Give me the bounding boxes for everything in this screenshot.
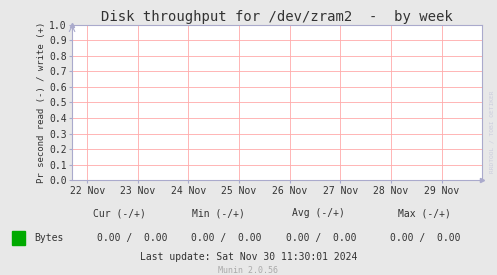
Text: 0.00 /  0.00: 0.00 / 0.00 xyxy=(191,233,262,243)
Text: Bytes: Bytes xyxy=(34,233,63,243)
Text: 0.00 /  0.00: 0.00 / 0.00 xyxy=(97,233,167,243)
Text: Min (-/+): Min (-/+) xyxy=(192,208,245,218)
Text: RRDTOOL / TOBI OETIKER: RRDTOOL / TOBI OETIKER xyxy=(490,91,495,173)
Text: Last update: Sat Nov 30 11:30:01 2024: Last update: Sat Nov 30 11:30:01 2024 xyxy=(140,252,357,262)
Text: Max (-/+): Max (-/+) xyxy=(399,208,451,218)
Text: 0.00 /  0.00: 0.00 / 0.00 xyxy=(286,233,356,243)
Y-axis label: Pr second read (-) / write (+): Pr second read (-) / write (+) xyxy=(37,22,46,183)
Text: 0.00 /  0.00: 0.00 / 0.00 xyxy=(390,233,461,243)
Text: Cur (-/+): Cur (-/+) xyxy=(93,208,146,218)
Text: Avg (-/+): Avg (-/+) xyxy=(292,208,344,218)
Text: Munin 2.0.56: Munin 2.0.56 xyxy=(219,266,278,274)
Title: Disk throughput for /dev/zram2  -  by week: Disk throughput for /dev/zram2 - by week xyxy=(101,10,453,24)
